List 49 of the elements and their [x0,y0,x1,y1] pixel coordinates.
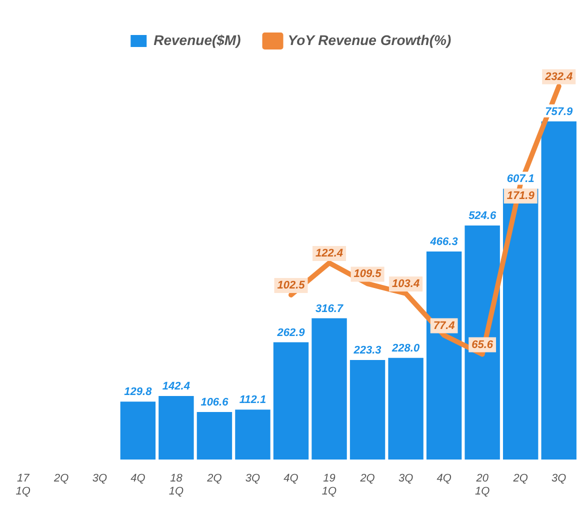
data-label: 262.9 [276,326,306,339]
data-label: 109.5 [354,268,382,280]
x-tick-label: 3Q [552,472,567,484]
bar [464,226,500,460]
data-label: 122.4 [316,248,344,260]
data-label: 524.6 [468,210,497,222]
x-tick-label: 2Q [206,472,222,484]
data-label: 171.9 [506,190,536,202]
legend-label: Revenue($M) [154,32,242,48]
data-label: 102.5 [277,279,306,292]
bar [196,412,232,460]
bar [273,342,309,460]
x-tick-label: 4Q [284,472,299,484]
data-label: 466.3 [429,236,458,248]
x-tick-label: 4Q [130,472,146,484]
data-label: 112.1 [239,394,266,406]
data-label: 607.1 [506,173,534,186]
bar [350,360,386,460]
x-tick-label: 19 1Q [322,472,338,498]
bar [388,358,424,460]
data-label: 65.6 [472,338,494,351]
legend-label: YoY Revenue Growth(%) [288,32,452,48]
data-label: 142.4 [162,380,190,393]
bar [541,121,576,460]
x-tick-label: 2Q [512,472,528,484]
data-label: 228.0 [391,342,420,354]
data-label: 103.4 [392,278,420,290]
x-tick-label: 3Q [245,472,261,484]
x-tick-label: 4Q [436,472,452,484]
bar [312,318,347,460]
bar [503,188,538,460]
bar [158,396,194,460]
data-label: 77.4 [433,320,455,332]
data-label: 757.9 [545,106,574,118]
data-label: 316.7 [316,302,344,315]
bar [120,402,156,460]
x-tick-label: 17 1Q [16,472,31,498]
data-label: 129.8 [124,386,153,398]
data-label: 232.4 [544,70,573,83]
x-tick-label: 2Q [53,472,70,484]
bar [426,252,462,460]
x-tick-label: 18 1Q [168,472,184,498]
data-label: 106.6 [200,396,230,409]
x-tick-label: 2Q [359,472,376,484]
x-tick-label: 3Q [92,472,108,484]
bar [235,410,270,460]
data-label: 223.3 [352,344,382,356]
x-tick-label: 3Q [398,472,414,484]
x-tick-label: 20 1Q [474,472,490,498]
